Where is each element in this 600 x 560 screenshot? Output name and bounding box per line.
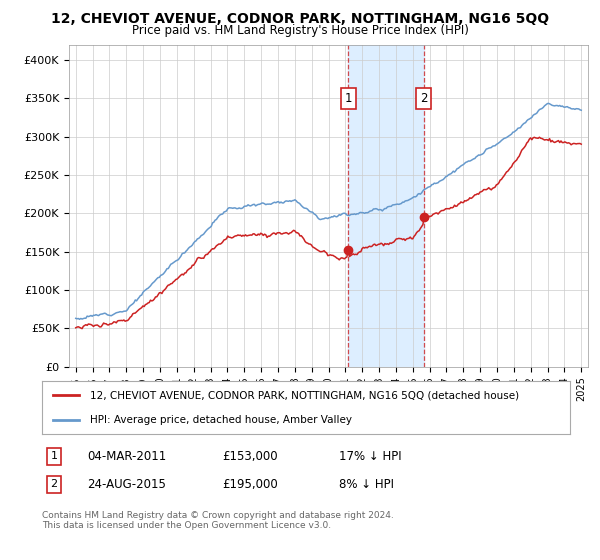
- Text: 04-MAR-2011: 04-MAR-2011: [87, 450, 166, 463]
- Text: 24-AUG-2015: 24-AUG-2015: [87, 478, 166, 491]
- Text: 8% ↓ HPI: 8% ↓ HPI: [339, 478, 394, 491]
- Text: Contains HM Land Registry data © Crown copyright and database right 2024.
This d: Contains HM Land Registry data © Crown c…: [42, 511, 394, 530]
- Text: 17% ↓ HPI: 17% ↓ HPI: [339, 450, 401, 463]
- Text: Price paid vs. HM Land Registry's House Price Index (HPI): Price paid vs. HM Land Registry's House …: [131, 24, 469, 36]
- Text: 2: 2: [420, 92, 427, 105]
- Text: 1: 1: [344, 92, 352, 105]
- Text: 12, CHEVIOT AVENUE, CODNOR PARK, NOTTINGHAM, NG16 5QQ (detached house): 12, CHEVIOT AVENUE, CODNOR PARK, NOTTING…: [89, 390, 518, 400]
- Text: HPI: Average price, detached house, Amber Valley: HPI: Average price, detached house, Ambe…: [89, 414, 352, 424]
- Text: £195,000: £195,000: [222, 478, 278, 491]
- Text: £153,000: £153,000: [222, 450, 278, 463]
- Text: 2: 2: [50, 479, 58, 489]
- Bar: [348, 45, 424, 367]
- Text: 12, CHEVIOT AVENUE, CODNOR PARK, NOTTINGHAM, NG16 5QQ: 12, CHEVIOT AVENUE, CODNOR PARK, NOTTING…: [51, 12, 549, 26]
- Text: 1: 1: [50, 451, 58, 461]
